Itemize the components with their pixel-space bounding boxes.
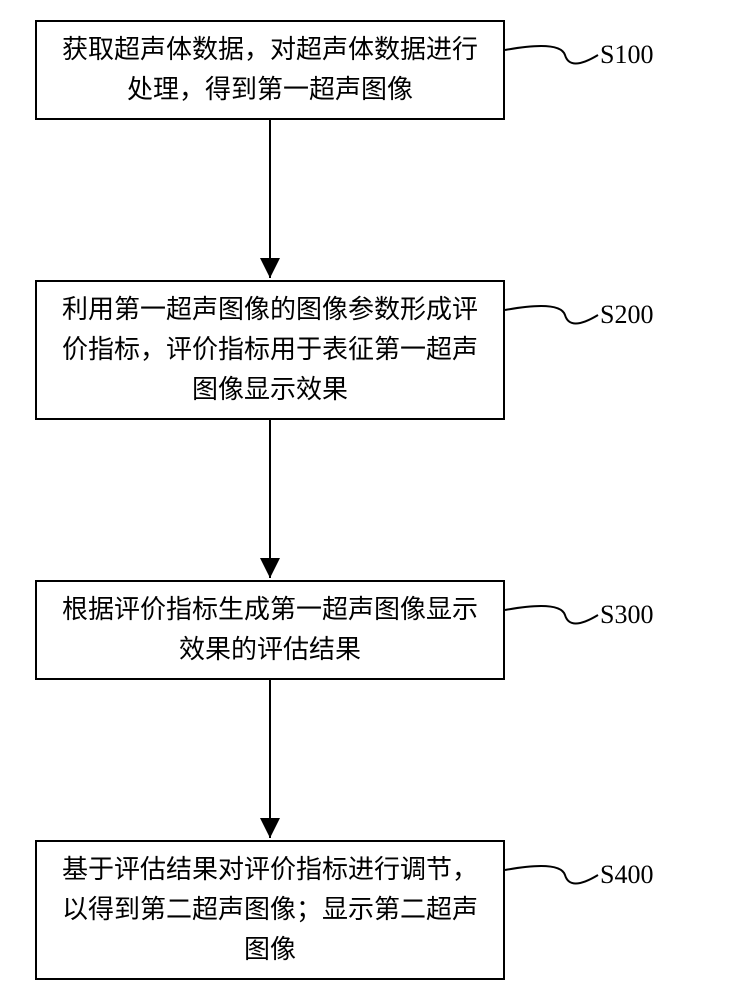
step-label-s400: S400 (600, 860, 653, 890)
flowchart-canvas: 获取超声体数据，对超声体数据进行处理，得到第一超声图像 S100 利用第一超声图… (0, 0, 735, 1000)
flow-box-s100-text: 获取超声体数据，对超声体数据进行处理，得到第一超声图像 (51, 30, 489, 111)
step-label-s200: S200 (600, 300, 653, 330)
flow-box-s200: 利用第一超声图像的图像参数形成评价指标，评价指标用于表征第一超声图像显示效果 (35, 280, 505, 420)
flow-box-s400: 基于评估结果对评价指标进行调节，以得到第二超声图像；显示第二超声图像 (35, 840, 505, 980)
step-label-s100: S100 (600, 40, 653, 70)
flow-box-s200-text: 利用第一超声图像的图像参数形成评价指标，评价指标用于表征第一超声图像显示效果 (51, 290, 489, 411)
step-label-s300: S300 (600, 600, 653, 630)
flow-box-s400-text: 基于评估结果对评价指标进行调节，以得到第二超声图像；显示第二超声图像 (51, 850, 489, 971)
callout-s200 (505, 306, 598, 324)
callout-s400 (505, 866, 598, 884)
callout-s100 (505, 46, 598, 64)
flow-box-s300: 根据评价指标生成第一超声图像显示效果的评估结果 (35, 580, 505, 680)
callout-s300 (505, 606, 598, 624)
flow-box-s300-text: 根据评价指标生成第一超声图像显示效果的评估结果 (51, 590, 489, 671)
flow-box-s100: 获取超声体数据，对超声体数据进行处理，得到第一超声图像 (35, 20, 505, 120)
